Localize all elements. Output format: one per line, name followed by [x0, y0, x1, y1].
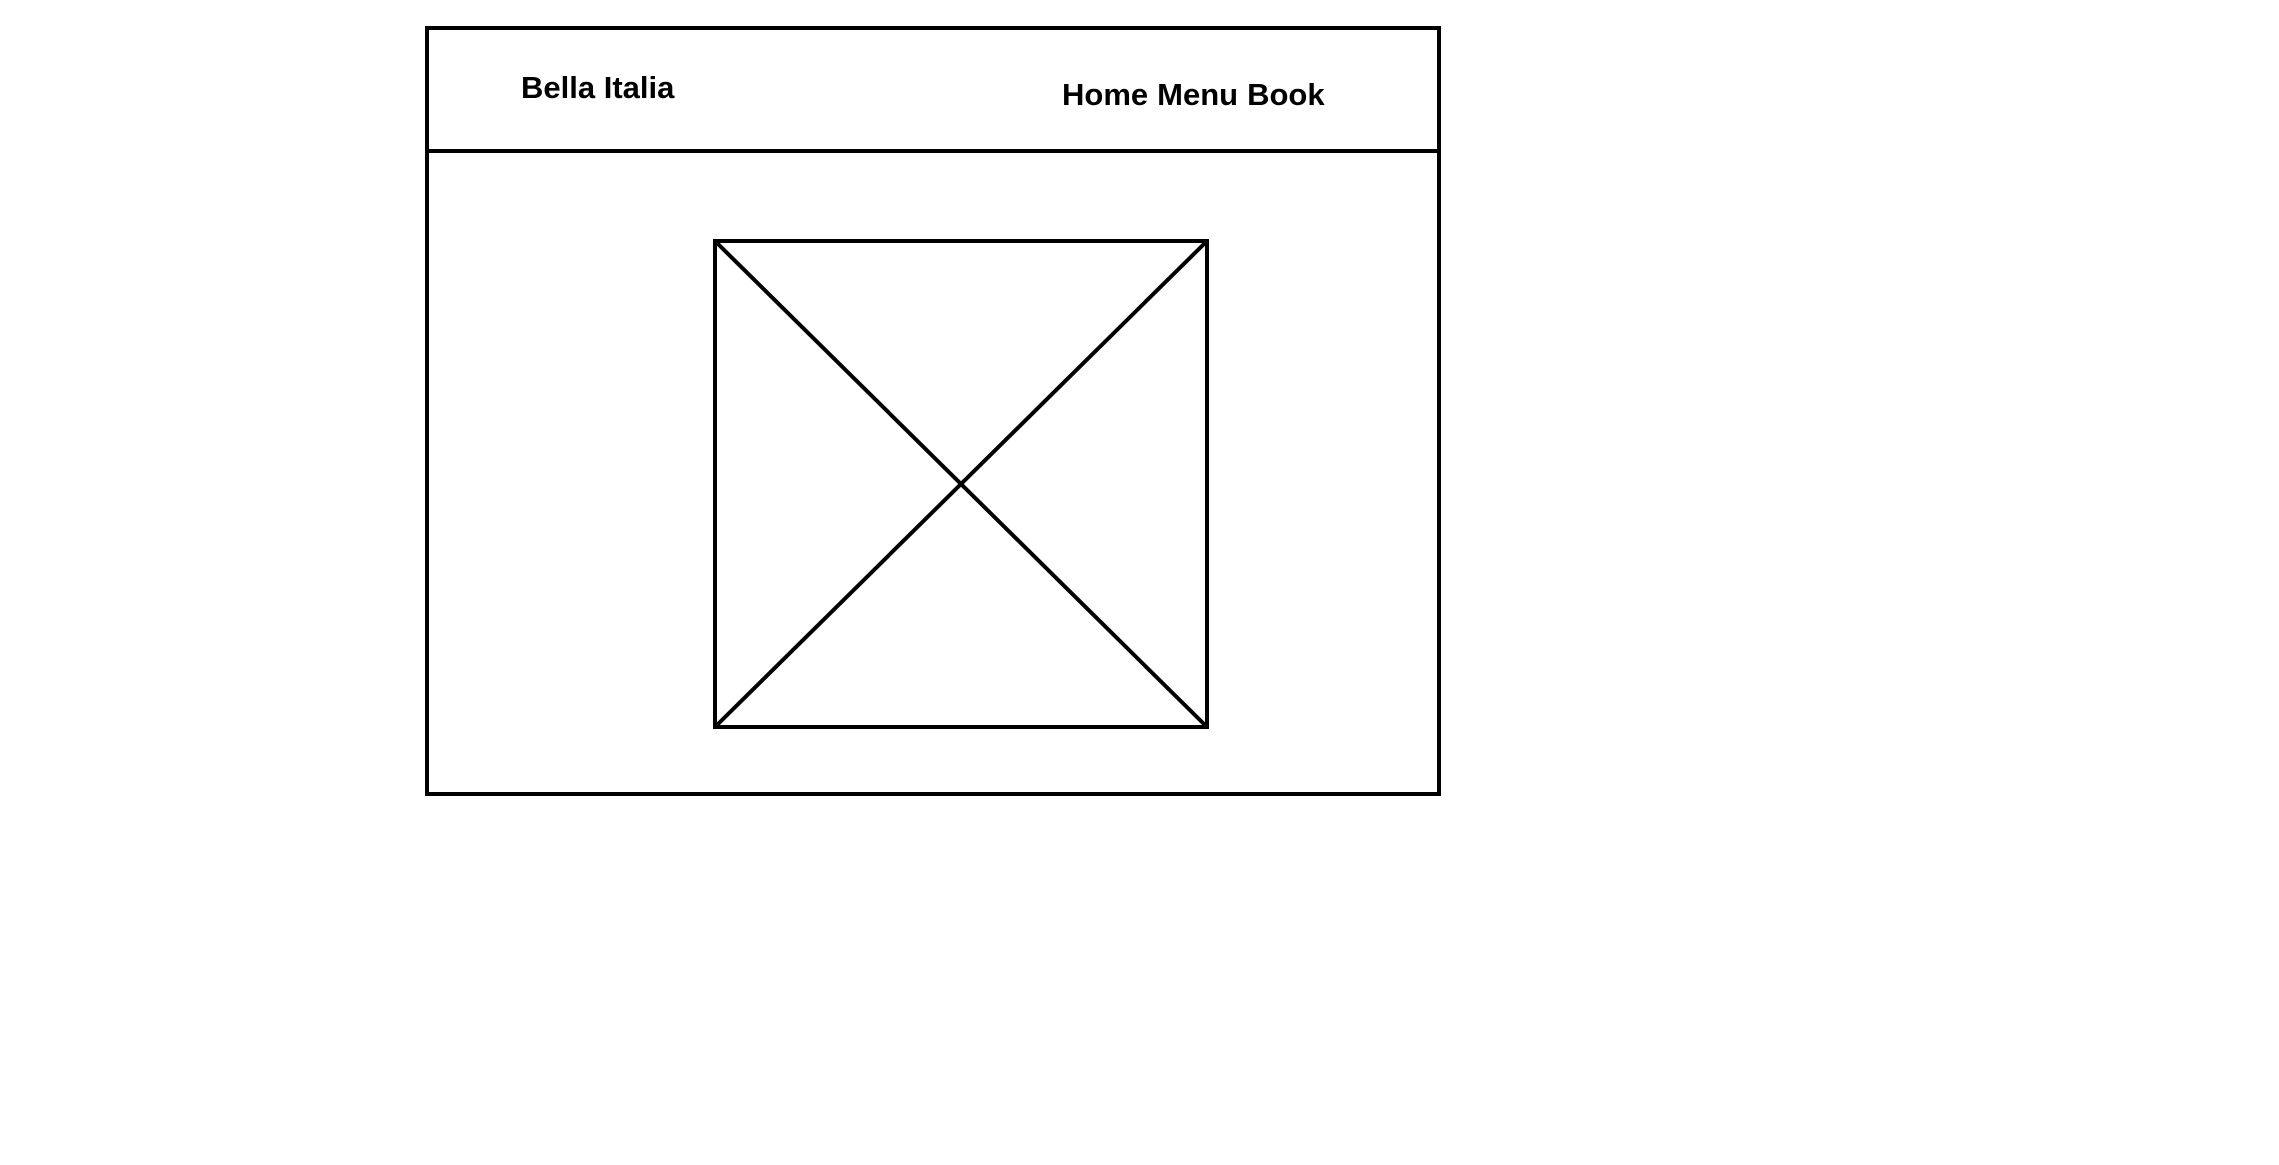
brand-logo[interactable]: Bella Italia	[521, 70, 675, 105]
main-nav: Home Menu Book	[1062, 77, 1325, 113]
nav-book-link[interactable]: Book	[1247, 77, 1325, 112]
nav-home-link[interactable]: Home	[1062, 77, 1149, 112]
image-placeholder-icon	[713, 239, 1209, 729]
placeholder-diagonal-line	[715, 241, 1207, 727]
page-wireframe: Bella Italia Home Menu Book	[425, 26, 1441, 796]
placeholder-border	[713, 239, 1209, 729]
nav-menu-link[interactable]: Menu	[1157, 77, 1239, 112]
hero-image-placeholder	[713, 239, 1209, 729]
site-header: Bella Italia Home Menu Book	[429, 30, 1437, 153]
